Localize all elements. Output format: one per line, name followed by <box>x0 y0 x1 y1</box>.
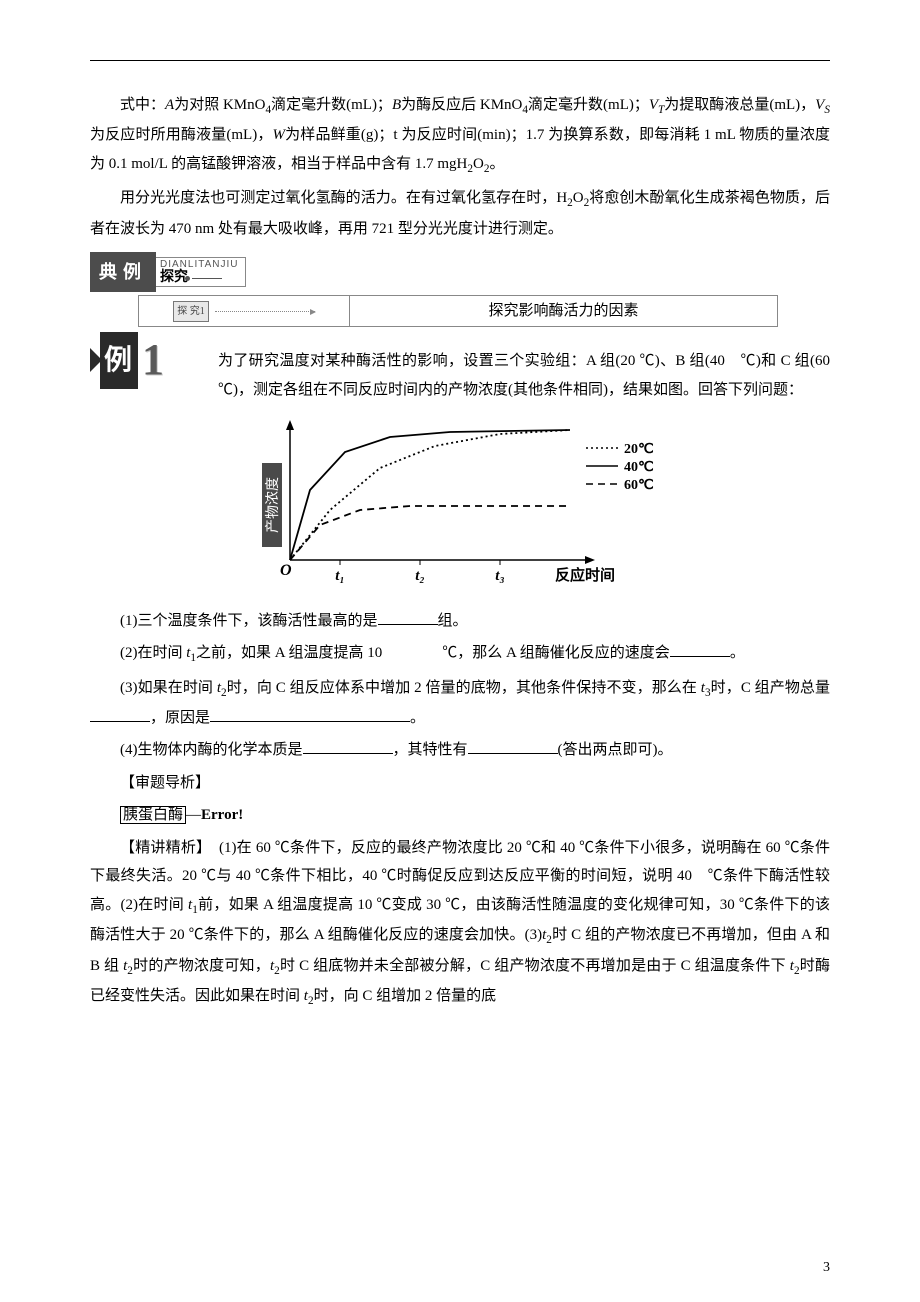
text: 滴定毫升数(mL)； <box>528 97 649 113</box>
top-rule <box>90 60 830 61</box>
sym-B: B <box>392 97 401 113</box>
y-axis-label: 产物浓度 <box>265 477 281 533</box>
badge-li: 例 <box>123 262 147 282</box>
text: (答出两点即可)。 <box>558 742 673 758</box>
text: 为了研究温度对某种酶活性的影响，设置三个实验组：A 组(20 ℃)、B 组(40… <box>218 353 845 398</box>
blank <box>303 737 393 755</box>
text: 为提取酶液总量(mL)， <box>664 97 815 113</box>
example-label: 例 <box>100 332 138 389</box>
series-40c <box>290 430 570 560</box>
text: 为酶反应后 KMnO <box>401 97 522 113</box>
text: 时的产物浓度可知， <box>133 958 270 974</box>
text: (1)三个温度条件下，该酶活性最高的是 <box>120 613 378 629</box>
section-badge: 典例 DIANLITANJIU 探究 <box>90 255 830 289</box>
topic-left: 探 究1 <box>138 295 349 327</box>
question-1: (1)三个温度条件下，该酶活性最高的是 组。 <box>90 607 830 636</box>
page: 式中：A为对照 KMnO4滴定毫升数(mL)；B为酶反应后 KMnO4滴定毫升数… <box>0 0 920 1302</box>
badge-pinyin: DIANLITANJIU <box>160 260 239 270</box>
text: 之前，如果 A 组温度提高 10 ℃，那么 A 组酶催化反应的速度会 <box>196 645 670 661</box>
topic-bar: 探 究1 探究影响酶活力的因素 <box>138 295 778 327</box>
paragraph-method: 用分光光度法也可测定过氧化氢酶的活力。在有过氧化氢存在时，H2O2将愈创木酚氧化… <box>90 184 830 243</box>
blank <box>210 704 410 722</box>
page-number: 3 <box>823 1255 830 1282</box>
legend-label: 60℃ <box>624 478 654 493</box>
question-3: (3)如果在时间 t2时，向 C 组反应体系中增加 2 倍量的底物，其他条件保持… <box>90 674 830 733</box>
topic-num: 1 <box>200 306 205 317</box>
text: 【审题导析】 <box>120 775 210 791</box>
text: ，原因是 <box>150 710 210 726</box>
blank <box>468 737 558 755</box>
heading-explain: 【精讲精析】 <box>120 840 204 856</box>
text: O <box>573 190 584 206</box>
svg-text:O: O <box>280 562 292 579</box>
text: 时，C 组产物总量 <box>711 680 830 696</box>
error-text: Error! <box>201 807 243 823</box>
badge-right: DIANLITANJIU 探究 <box>156 257 246 286</box>
badge-dark: 典例 <box>90 252 156 292</box>
series-20c <box>290 430 570 560</box>
text: 滴定毫升数(mL)； <box>271 97 392 113</box>
legend-label: 20℃ <box>624 442 654 457</box>
text: 。 <box>489 156 504 172</box>
example-stem: 为了研究温度对某种酶活性的影响，设置三个实验组：A 组(20 ℃)、B 组(40… <box>218 347 830 404</box>
x-tick: t₂ <box>415 568 424 584</box>
text: 时，向 C 组增加 2 倍量的底 <box>314 988 497 1004</box>
product-concentration-chart: 产物浓度 O t₁ t₂ t₃ 反应时间 20℃ <box>250 410 670 590</box>
badge-tanjiu: 探究 <box>160 270 188 285</box>
text: (4)生物体内酶的化学本质是 <box>120 742 303 758</box>
question-2: (2)在时间 t1之前，如果 A 组温度提高 10 ℃，那么 A 组酶催化反应的… <box>90 639 830 669</box>
chart-figure: 产物浓度 O t₁ t₂ t₃ 反应时间 20℃ <box>90 410 830 601</box>
sym-VS-sub: S <box>824 104 830 116</box>
answer-paragraph: 【精讲精析】 (1)在 60 ℃条件下，反应的最终产物浓度比 20 ℃和 40 … <box>90 834 830 1013</box>
text: 。 <box>730 645 745 661</box>
sym-W: W <box>273 127 286 143</box>
text: 为对照 KMnO <box>174 97 265 113</box>
text: 用分光光度法也可测定过氧化氢酶的活力。在有过氧化氢存在时，H <box>120 190 567 206</box>
sym-VT: V <box>649 97 658 113</box>
x-tick: t₃ <box>495 568 504 584</box>
x-tick: t₁ <box>335 568 344 584</box>
paragraph-formula: 式中：A为对照 KMnO4滴定毫升数(mL)；B为酶反应后 KMnO4滴定毫升数… <box>90 91 830 180</box>
text: 时 C 组底物并未全部被分解，C 组产物浓度不再增加是由于 C 组温度条件下 <box>280 958 790 974</box>
question-4: (4)生物体内酶的化学本质是 ，其特性有 (答出两点即可)。 <box>90 736 830 765</box>
heading-analysis: 【审题导析】 <box>90 769 830 798</box>
x-axis-label: 反应时间 <box>555 566 615 584</box>
text: 式中： <box>120 97 165 113</box>
badge-dian: 典 <box>99 262 123 282</box>
text: (3)如果在时间 <box>120 680 217 696</box>
blank <box>90 704 150 722</box>
text: 组。 <box>438 613 468 629</box>
text: 。 <box>410 710 425 726</box>
sym-VS: V <box>815 97 824 113</box>
topic-title: 探究影响酶活力的因素 <box>349 295 778 327</box>
blank <box>670 640 730 658</box>
series-60c <box>290 506 570 560</box>
sym-A: A <box>165 97 174 113</box>
text: O <box>473 156 484 172</box>
dotted-arrow-icon <box>215 311 315 312</box>
yi-error-row: 胰蛋白酶―Error! <box>90 801 830 830</box>
blank <box>378 607 438 625</box>
example-number: 1 <box>142 338 164 382</box>
text: 时，向 C 组反应体系中增加 2 倍量的底物，其他条件保持不变，那么在 <box>227 680 701 696</box>
boxed-text: 胰蛋白酶 <box>120 806 186 824</box>
text: 为反应时所用酶液量(mL)， <box>90 127 273 143</box>
legend-label: 40℃ <box>624 460 654 475</box>
topic-mini: 探 究 <box>177 306 200 317</box>
text: ，其特性有 <box>393 742 468 758</box>
example-badge: 例 1 <box>90 337 164 383</box>
chart-legend: 20℃ 40℃ 60℃ <box>582 438 662 494</box>
text: (2)在时间 <box>120 645 186 661</box>
